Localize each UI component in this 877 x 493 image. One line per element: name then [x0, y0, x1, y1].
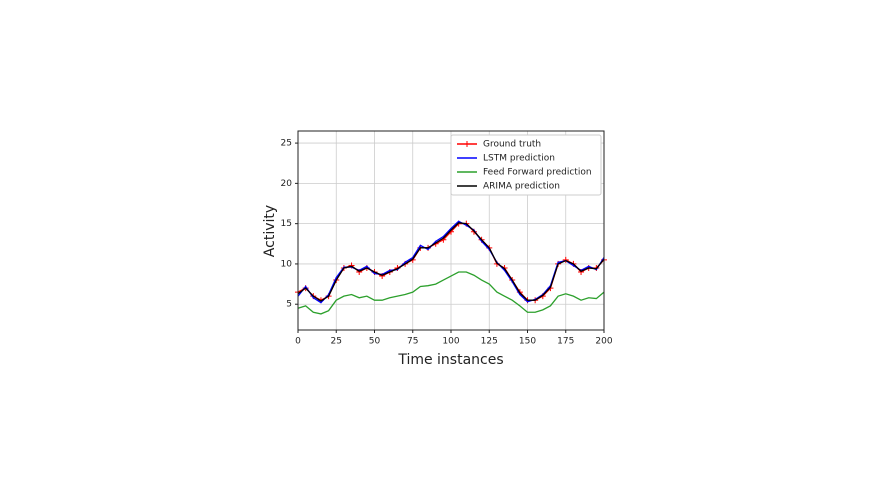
- x-tick-label: 200: [595, 337, 612, 347]
- series-line: [297, 271, 605, 315]
- x-tick-label: 175: [557, 337, 574, 347]
- legend-label: Ground truth: [483, 140, 541, 150]
- y-tick-label: 5: [286, 300, 292, 310]
- y-tick-label: 20: [281, 179, 293, 189]
- legend-label: ARIMA prediction: [483, 182, 560, 192]
- x-tick-label: 125: [481, 337, 498, 347]
- y-tick-label: 15: [281, 219, 292, 229]
- y-tick-label: 25: [281, 139, 292, 149]
- series-line: [297, 222, 605, 302]
- y-tick-label: 10: [281, 259, 293, 269]
- x-tick-label: 25: [331, 337, 342, 347]
- legend-marker: [464, 141, 470, 147]
- legend-label: Feed Forward prediction: [483, 168, 592, 178]
- y-axis-label: Activity: [262, 205, 278, 257]
- x-tick-label: 0: [295, 337, 301, 347]
- point-marker: [562, 256, 569, 263]
- legend-box: [450, 134, 602, 196]
- legend-label: LSTM prediction: [483, 154, 555, 164]
- x-tick-label: 75: [407, 337, 418, 347]
- plot-frame: [297, 130, 605, 331]
- x-axis-label: Time instances: [397, 352, 503, 368]
- x-tick-label: 150: [519, 337, 536, 347]
- x-tick-label: 100: [442, 337, 459, 347]
- x-tick-label: 50: [369, 337, 381, 347]
